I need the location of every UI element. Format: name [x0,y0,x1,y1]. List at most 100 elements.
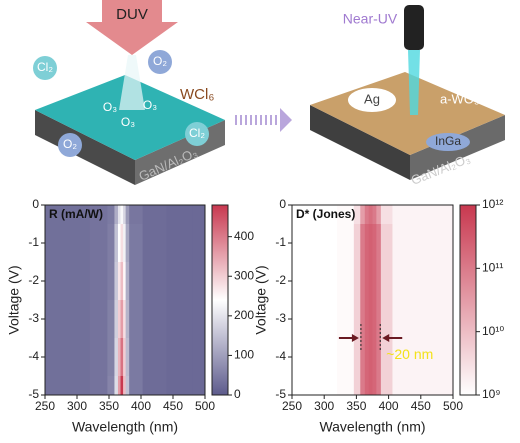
heat-cell [129,338,144,377]
heat-cell [364,262,370,301]
heat-cell [380,338,393,377]
heat-cell [292,262,309,301]
heat-cell [376,376,382,396]
heat-cell [114,338,119,377]
gas-label: O₂ [153,54,167,68]
heat-cell [120,300,124,339]
heat-cell [125,224,130,263]
x-tick-label: 450 [411,399,431,413]
heat-cell [368,224,373,263]
heat-cell [440,205,454,225]
colorbar-tick-label: 10⁹ [482,387,501,401]
heat-cell [117,262,122,301]
heat-cell [107,300,115,339]
heat-cell [45,224,62,263]
heat-cell [114,224,119,263]
heat-cell [372,205,377,225]
x-tick-label: 500 [443,399,463,413]
heat-cell [120,376,124,396]
heat-cell [372,300,377,339]
heat-cell [308,262,338,301]
x-tick-label: 400 [379,399,399,413]
film-label: a-WO₃ [440,91,479,106]
heat-cell [414,376,441,396]
heat-cell [372,376,377,396]
x-axis-label: Wavelength (nm) [319,419,425,435]
heat-cell [166,338,193,377]
heat-cell [45,300,62,339]
heat-cell [123,262,127,301]
contact [426,133,470,151]
heat-cell [142,205,168,225]
heat-cell [107,376,115,396]
colorbar-tick-label: 100 [234,348,254,362]
source-label: Near-UV [343,11,398,27]
heat-cell [364,300,370,339]
heat-cell [353,376,361,396]
heat-cell [353,262,361,301]
annotation-arrowhead [351,334,359,342]
heat-cell [292,338,309,377]
gas [185,122,209,146]
heat-cell [440,262,454,301]
gas-label: O₂ [63,137,77,151]
heat-cell [308,376,338,396]
heat-cell [123,205,127,225]
electrode [348,88,396,112]
heat-cell [372,224,377,263]
heat-cell [292,376,309,396]
heat-cell [368,205,373,225]
heat-cell [414,205,441,225]
heat-cell [89,205,108,225]
colorbar-tick-label: 10¹⁰ [482,324,504,338]
heat-cell [360,376,366,396]
heat-cell [61,262,91,301]
heat-cell [364,376,370,396]
heat-cell [142,376,168,396]
gas [33,56,57,80]
transition-arrow [235,108,292,132]
heat-cell [61,376,91,396]
heat-cell [372,262,377,301]
beam [408,50,420,115]
heat-cell [364,338,370,377]
y-tick-label: 0 [32,197,39,211]
heat-cell [440,300,454,339]
heat-cell [192,338,206,377]
plot-frame [291,204,454,396]
heat-cell [368,338,373,377]
heat-cell [120,262,124,301]
heat-cell [166,262,193,301]
heat-cell [61,224,91,263]
heat-cell [360,300,366,339]
heat-cell [380,300,393,339]
heat-cell [192,376,206,396]
heat-cell [129,205,144,225]
slab-side [310,105,410,180]
left-illustration: DUV Cl₂ O₂ O₃ O₃ O₃ O₂ Cl₂ WCl₆ GaN/Al₂O… [33,0,225,185]
heat-cell [337,376,355,396]
heat-cell [308,338,338,377]
source-label: DUV [116,6,148,23]
heat-cell [114,376,119,396]
heat-cell [392,262,415,301]
annotation-arrowhead [382,334,390,342]
heat-cell [129,300,144,339]
y-tick-label: -4 [28,349,39,363]
heat-cell [192,205,206,225]
heat-cell [360,262,366,301]
heat-cell [89,300,108,339]
y-tick-label: -4 [275,349,286,363]
heat-cell [123,224,127,263]
colorbar [459,204,477,396]
heat-cell [117,338,122,377]
heat-cell [125,300,130,339]
heat-cell [117,224,122,263]
heat-cell [364,224,370,263]
heat-cell [414,300,441,339]
heat-cell [142,338,168,377]
panel-label: D* (Jones) [296,207,355,221]
heat-cell [61,300,91,339]
heat-cell [414,224,441,263]
